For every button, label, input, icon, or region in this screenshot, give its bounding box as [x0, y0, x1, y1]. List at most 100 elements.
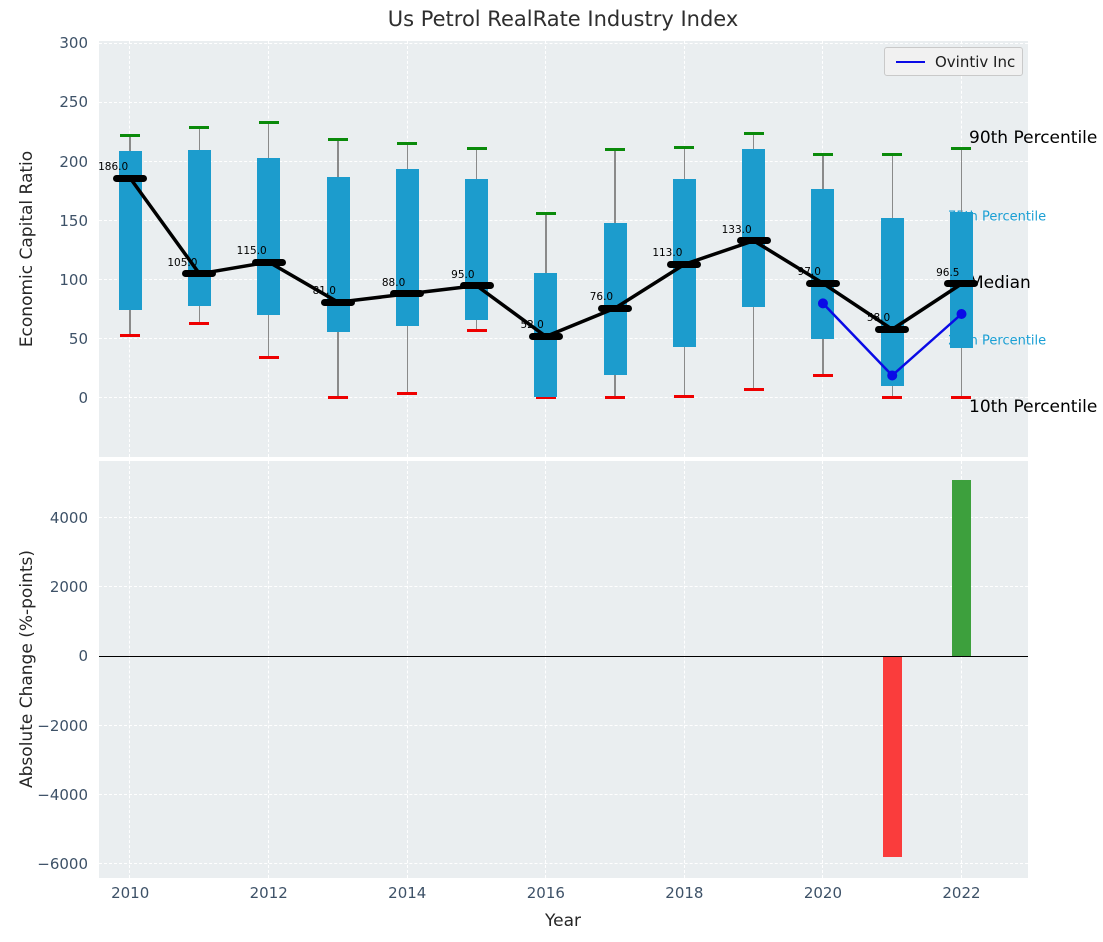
gridline-top-y-50: [99, 338, 1028, 340]
y-tick-top-200: 200: [59, 152, 88, 171]
y-tick-bottom-4000: 4000: [49, 508, 88, 527]
median-marker-2016: [528, 332, 563, 340]
p10-cap-2012: [258, 356, 279, 360]
y-tick-top-300: 300: [59, 34, 88, 53]
gridline-top-y-300: [99, 42, 1028, 44]
gridline-bottom-x-2016: [545, 461, 547, 878]
gridline-top-y-250: [99, 101, 1028, 103]
median-marker-2015: [459, 282, 494, 290]
median-label-2022: 96.5: [936, 266, 960, 279]
p10-cap-2014: [397, 391, 418, 395]
ovintiv-inc-point-2021: [887, 370, 898, 381]
gridline-bottom-y-4000: [99, 517, 1028, 519]
p10-cap-2019: [743, 388, 764, 392]
x-tick-2022: 2022: [942, 884, 981, 902]
change-bar-2021: [882, 656, 902, 858]
gridline-bottom-x-2022: [960, 461, 962, 878]
p90-cap-2010: [120, 134, 141, 138]
p10-cap-2015: [466, 329, 487, 333]
x-tick-2016: 2016: [526, 884, 565, 902]
iqr-box-2019: [742, 148, 766, 307]
iqr-box-2014: [395, 168, 419, 326]
iqr-box-2012: [257, 158, 281, 316]
gridline-bottom-x-2014: [406, 461, 408, 878]
gridline-bottom-x-2010: [129, 461, 131, 878]
p10-cap-2022: [951, 396, 972, 400]
gridline-bottom-x-2020: [822, 461, 824, 878]
ovintiv-inc-point-2020: [817, 298, 828, 309]
iqr-box-2021: [880, 218, 904, 387]
p90-cap-2014: [397, 142, 418, 146]
annotation-median: Median: [969, 273, 1031, 294]
median-label-2012: 115.0: [236, 245, 267, 257]
y-tick-bottom-2000: 2000: [49, 578, 88, 597]
median-marker-2013: [321, 298, 355, 306]
y-tick-top-150: 150: [59, 211, 88, 230]
p10-cap-2011: [189, 321, 210, 325]
y-tick-bottom-0: 0: [78, 647, 88, 666]
gridline-top-y-0: [99, 397, 1028, 399]
x-tick-2012: 2012: [249, 884, 288, 902]
y-tick-top-250: 250: [59, 93, 88, 112]
median-line: [128, 177, 963, 339]
median-marker-2010: [113, 174, 148, 182]
median-marker-2012: [251, 258, 286, 266]
p90-cap-2013: [328, 137, 348, 141]
x-tick-2010: 2010: [111, 884, 150, 902]
p10-cap-2010: [120, 333, 141, 337]
iqr-box-2017: [603, 223, 627, 376]
ovintiv-inc-point-2022: [956, 309, 967, 319]
median-label-2014: 88.0: [381, 276, 406, 289]
ovintiv-inc-line: [822, 302, 963, 378]
annotation-90th-percentile: 90th Percentile: [969, 127, 1098, 148]
median-marker-2021: [875, 325, 910, 333]
y-tick-bottom--4000: −4000: [37, 785, 88, 804]
chart-title: Us Petrol RealRate Industry Index: [387, 7, 739, 31]
y-tick-top-100: 100: [59, 270, 88, 289]
p10-cap-2013: [328, 396, 348, 400]
x-tick-2018: 2018: [665, 884, 704, 902]
gridline-top-y-100: [99, 278, 1028, 280]
median-marker-2014: [390, 290, 425, 298]
p10-cap-2018: [674, 395, 695, 399]
bottom-panel-absolute-change: [99, 461, 1028, 878]
legend-ovintiv-label: Ovintiv Inc: [935, 52, 1016, 71]
p90-cap-2011: [189, 125, 210, 129]
p90-cap-2012: [258, 121, 279, 125]
gridline-bottom-x-2012: [267, 461, 269, 878]
median-marker-2018: [667, 260, 702, 268]
x-tick-2020: 2020: [803, 884, 843, 902]
p90-cap-2021: [882, 152, 903, 156]
p90-cap-2018: [674, 145, 695, 149]
p90-cap-2019: [743, 131, 764, 135]
p10-cap-2021: [882, 396, 903, 400]
p10-cap-2020: [812, 373, 833, 377]
median-label-2013: 81.0: [312, 285, 336, 298]
change-bar-2022: [951, 479, 971, 657]
legend-ovintiv-line-icon: [896, 60, 925, 63]
x-axis-label-year: Year: [545, 911, 581, 931]
p90-cap-2020: [812, 152, 833, 156]
iqr-box-2022: [949, 212, 973, 349]
gridline-bottom-x-2018: [683, 461, 685, 878]
gridline-bottom-y-2000: [99, 586, 1028, 588]
p10-cap-2016: [535, 396, 556, 400]
p90-cap-2017: [605, 148, 626, 152]
median-label-2018: 113.0: [652, 247, 683, 260]
legend: Ovintiv Inc: [884, 47, 1023, 76]
iqr-box-2020: [811, 188, 835, 339]
gridline-bottom-y--6000: [99, 863, 1028, 865]
gridline-top-y-200: [99, 160, 1028, 162]
iqr-box-2013: [326, 176, 350, 332]
y-tick-bottom--6000: −6000: [37, 855, 88, 874]
median-marker-2019: [736, 237, 771, 245]
median-marker-2020: [805, 279, 840, 287]
zero-line: [99, 655, 1028, 658]
gridline-bottom-y--2000: [99, 724, 1028, 726]
median-marker-2022: [944, 280, 979, 288]
median-marker-2011: [182, 270, 217, 278]
median-label-2015: 95.0: [451, 268, 475, 281]
x-tick-2014: 2014: [388, 884, 427, 902]
y-tick-top-0: 0: [78, 388, 88, 407]
